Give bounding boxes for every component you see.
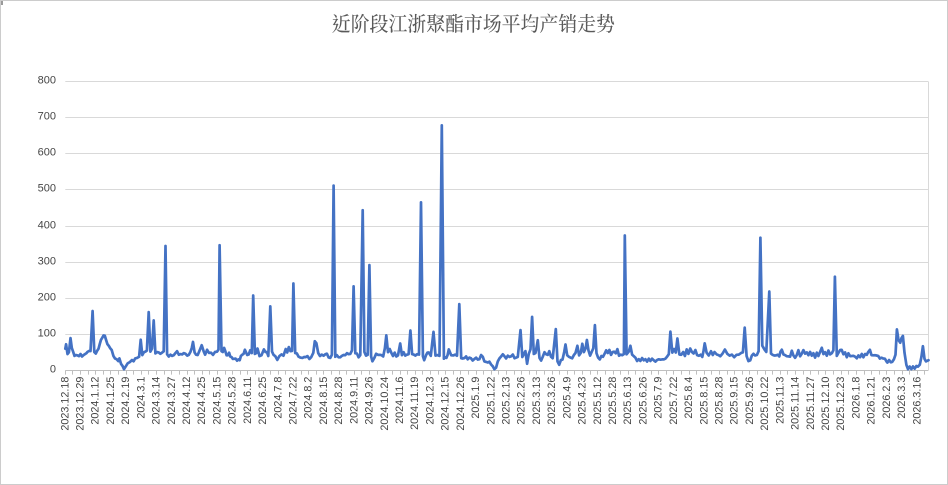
svg-text:2025.5.28: 2025.5.28 — [607, 377, 619, 425]
svg-text:2024.6.25: 2024.6.25 — [257, 377, 269, 425]
svg-text:2025.8.28: 2025.8.28 — [714, 377, 726, 425]
svg-text:100: 100 — [38, 328, 56, 340]
svg-text:500: 500 — [38, 183, 56, 195]
svg-text:2026.3.16: 2026.3.16 — [911, 377, 923, 425]
svg-text:2024.9.26: 2024.9.26 — [364, 377, 376, 425]
svg-text:600: 600 — [38, 147, 56, 159]
svg-text:2024.4.12: 2024.4.12 — [181, 377, 193, 425]
svg-text:2024.11.19: 2024.11.19 — [409, 377, 421, 430]
svg-text:800: 800 — [38, 75, 56, 87]
svg-text:2024.7.22: 2024.7.22 — [288, 377, 300, 425]
svg-text:2023.12.29: 2023.12.29 — [75, 377, 87, 431]
svg-text:2024.1.12: 2024.1.12 — [90, 377, 102, 425]
svg-text:2025.4.9: 2025.4.9 — [561, 377, 573, 419]
svg-text:2024.7.8: 2024.7.8 — [272, 377, 284, 419]
svg-text:2025.9.15: 2025.9.15 — [729, 377, 741, 425]
svg-text:2025.10.22: 2025.10.22 — [759, 377, 771, 431]
svg-text:2025.11.3: 2025.11.3 — [774, 377, 786, 424]
svg-text:2025.3.26: 2025.3.26 — [546, 377, 558, 425]
svg-text:2024.4.25: 2024.4.25 — [196, 377, 208, 425]
svg-text:2025.7.22: 2025.7.22 — [668, 377, 680, 425]
svg-text:400: 400 — [38, 220, 56, 232]
svg-text:2024.3.27: 2024.3.27 — [166, 377, 178, 425]
svg-text:2026.1.21: 2026.1.21 — [866, 377, 878, 425]
svg-text:2025.11.14: 2025.11.14 — [790, 377, 802, 430]
svg-text:2024.12.26: 2024.12.26 — [455, 377, 467, 431]
svg-text:2026.1.8: 2026.1.8 — [850, 377, 862, 419]
svg-text:2025.1.9: 2025.1.9 — [470, 377, 482, 419]
svg-text:0: 0 — [50, 364, 56, 376]
svg-text:2024.12.3: 2024.12.3 — [424, 377, 436, 425]
svg-text:2025.9.26: 2025.9.26 — [744, 377, 756, 425]
svg-text:2024.5.28: 2024.5.28 — [227, 377, 239, 425]
svg-text:2025.8.4: 2025.8.4 — [683, 377, 695, 419]
svg-text:2025.8.15: 2025.8.15 — [698, 377, 710, 425]
svg-text:2026.3.3: 2026.3.3 — [896, 377, 908, 419]
svg-text:2024.3.1: 2024.3.1 — [135, 377, 147, 419]
svg-text:2025.2.26: 2025.2.26 — [516, 377, 528, 425]
svg-text:2026.2.3: 2026.2.3 — [881, 377, 893, 419]
svg-text:2025.4.23: 2025.4.23 — [577, 377, 589, 425]
svg-text:2025.6.13: 2025.6.13 — [622, 377, 634, 425]
svg-text:2023.12.18: 2023.12.18 — [59, 377, 71, 431]
svg-text:2025.1.22: 2025.1.22 — [485, 377, 497, 425]
svg-text:2025.12.10: 2025.12.10 — [820, 377, 832, 431]
svg-text:700: 700 — [38, 111, 56, 123]
svg-text:2024.8.28: 2024.8.28 — [333, 377, 345, 425]
svg-text:2024.5.15: 2024.5.15 — [211, 377, 223, 425]
svg-text:2025.11.27: 2025.11.27 — [805, 377, 817, 430]
svg-text:300: 300 — [38, 256, 56, 268]
svg-text:2024.1.25: 2024.1.25 — [105, 377, 117, 425]
svg-text:2024.3.14: 2024.3.14 — [151, 377, 163, 425]
svg-text:2024.2.19: 2024.2.19 — [120, 377, 132, 425]
svg-text:2024.6.11: 2024.6.11 — [242, 377, 254, 424]
svg-text:2024.11.6: 2024.11.6 — [394, 377, 406, 424]
svg-text:2024.8.15: 2024.8.15 — [318, 377, 330, 425]
svg-text:2024.12.15: 2024.12.15 — [440, 377, 452, 431]
svg-text:2025.12.23: 2025.12.23 — [835, 377, 847, 431]
svg-text:2025.7.9: 2025.7.9 — [653, 377, 665, 419]
svg-text:2024.10.24: 2024.10.24 — [379, 377, 391, 431]
svg-text:2025.2.13: 2025.2.13 — [501, 377, 513, 425]
svg-text:200: 200 — [38, 292, 56, 304]
svg-text:2024.9.11: 2024.9.11 — [348, 377, 360, 424]
svg-text:2025.3.13: 2025.3.13 — [531, 377, 543, 425]
svg-text:2025.6.26: 2025.6.26 — [637, 377, 649, 425]
svg-text:2024.8.2: 2024.8.2 — [303, 377, 315, 419]
svg-text:2025.5.12: 2025.5.12 — [592, 377, 604, 425]
